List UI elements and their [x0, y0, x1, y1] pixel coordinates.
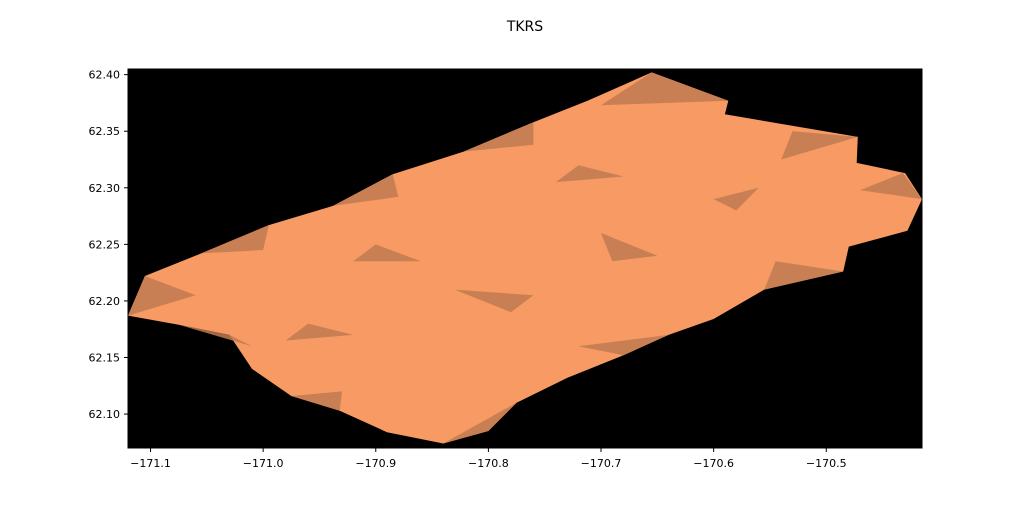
y-tick-label: 62.15 [89, 351, 121, 364]
footprint-polygon [128, 72, 922, 444]
y-axis: 62.10 62.15 62.20 62.25 62.30 62.35 62.40 [89, 69, 128, 421]
plot-frame [127, 68, 923, 449]
footprint-shade-patch [128, 276, 196, 316]
y-tick-label: 62.20 [89, 295, 121, 308]
x-tick-label: −170.6 [693, 457, 734, 470]
x-tick-label: −170.5 [806, 457, 847, 470]
y-tick-label: 62.10 [89, 408, 121, 421]
footprint-shade-patch [178, 324, 252, 347]
y-tick-label: 62.40 [89, 69, 121, 82]
footprint-shade-patch [601, 72, 729, 106]
footprint-shade-patch [454, 289, 534, 313]
y-tick-label: 62.35 [89, 125, 121, 138]
footprint-shade-patch [781, 131, 858, 160]
footprint-shade-patch [601, 233, 658, 262]
footprint-shade-patch [285, 323, 354, 341]
footprint-shade-patch [713, 187, 759, 211]
y-tick-label: 62.25 [89, 238, 121, 251]
x-tick-label: −171.0 [243, 457, 284, 470]
footprint-layer [128, 72, 922, 444]
x-tick-label: −170.8 [468, 457, 509, 470]
footprint-shade-patch [291, 391, 342, 411]
x-axis: −171.1 −171.0 −170.9 −170.8 −170.7 −170.6 −170… [130, 448, 847, 470]
y-tick-label: 62.30 [89, 182, 121, 195]
x-tick-label: −170.7 [581, 457, 622, 470]
footprint-shade-patch [556, 165, 624, 183]
chart-title: TKRS [506, 19, 543, 35]
footprint-shade-patch [764, 261, 844, 290]
footprint-shade-patch [201, 225, 269, 254]
footprint-shade-patch [463, 122, 534, 152]
footprint-shade-patch [443, 402, 517, 444]
x-tick-label: −170.9 [355, 457, 396, 470]
footprint-shade-patch [578, 334, 669, 356]
x-tick-label: −171.1 [130, 457, 171, 470]
footprint-shade-patch [860, 173, 922, 200]
footprint-shade-patch [333, 174, 399, 206]
footprint-shade-patch [353, 244, 421, 262]
